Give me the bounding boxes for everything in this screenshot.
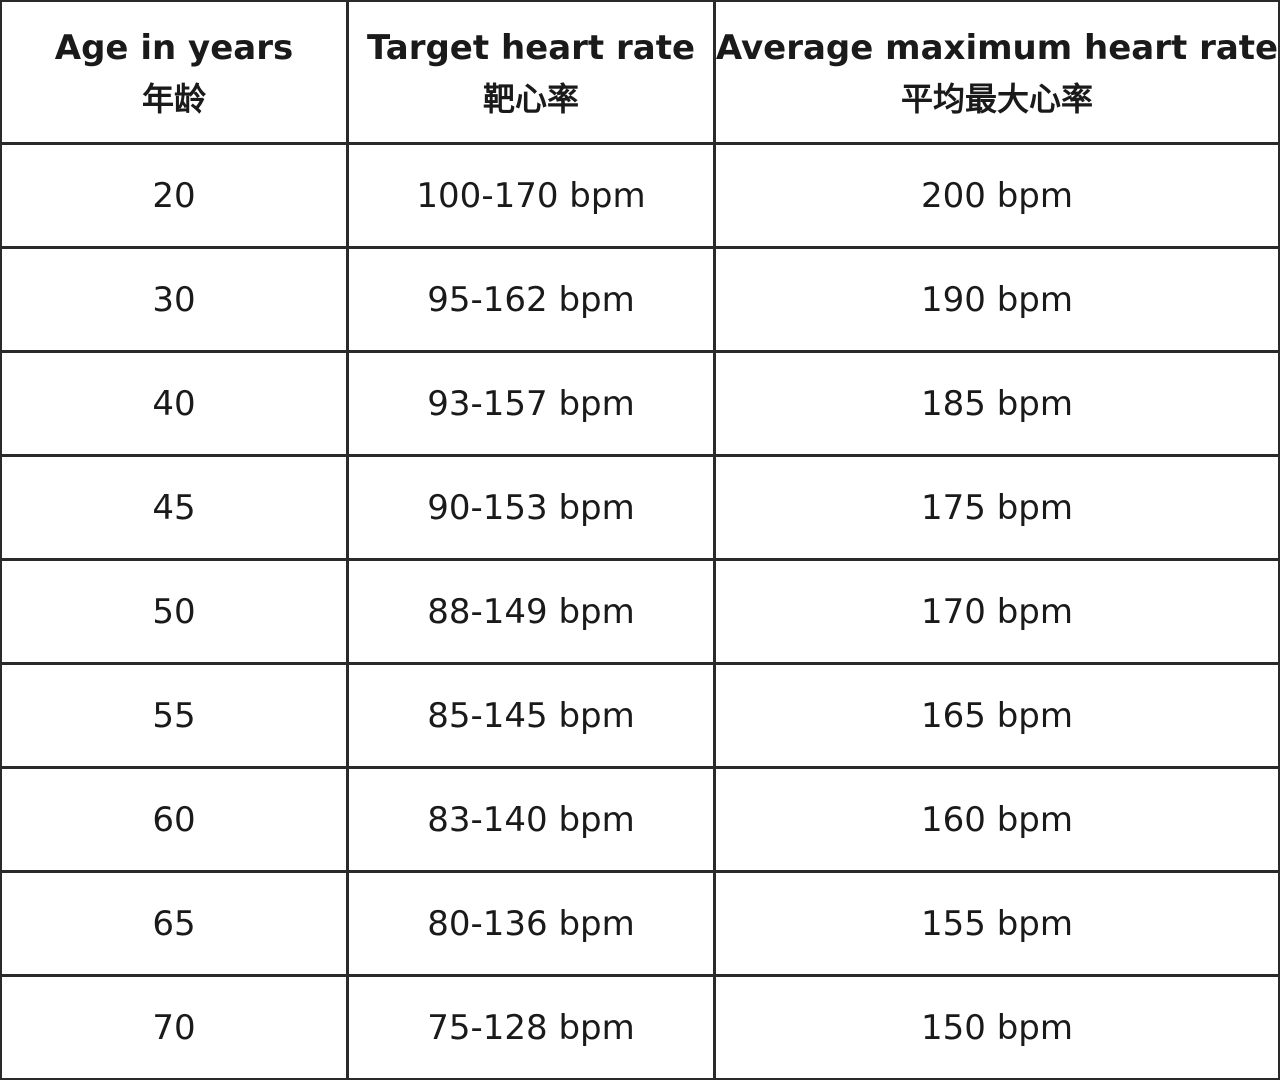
cell-text: 155 bpm <box>921 903 1073 944</box>
cell-text: 75-128 bpm <box>427 1007 635 1048</box>
header-cell: Target heart rate 靶心率 <box>349 2 713 142</box>
cell-text: 55 <box>152 695 196 736</box>
cell-text: 100-170 bpm <box>416 175 646 216</box>
column-title: Target heart rate <box>366 28 696 68</box>
table-cell: 83-140 bpm <box>349 769 713 870</box>
table-cell: 50 <box>2 561 346 662</box>
table-cell: 60 <box>2 769 346 870</box>
cell-text: 93-157 bpm <box>427 383 635 424</box>
cell-text: 170 bpm <box>921 591 1073 632</box>
table-cell: 160 bpm <box>716 769 1278 870</box>
table-cell: 100-170 bpm <box>349 145 713 246</box>
cell-text: 160 bpm <box>921 799 1073 840</box>
cell-text: 190 bpm <box>921 279 1073 320</box>
cell-text: 80-136 bpm <box>427 903 635 944</box>
cell-text: 30 <box>152 279 196 320</box>
column-title: Age in years <box>54 28 294 68</box>
cell-text: 83-140 bpm <box>427 799 635 840</box>
table-cell: 55 <box>2 665 346 766</box>
table-cell: 20 <box>2 145 346 246</box>
table-cell: 200 bpm <box>716 145 1278 246</box>
cell-text: 45 <box>152 487 196 528</box>
table-cell: 150 bpm <box>716 977 1278 1078</box>
column-subtitle: 靶心率 <box>482 80 579 118</box>
table-cell: 93-157 bpm <box>349 353 713 454</box>
header-cell: Average maximum heart rate 平均最大心率 <box>716 2 1278 142</box>
table-cell: 155 bpm <box>716 873 1278 974</box>
table-cell: 75-128 bpm <box>349 977 713 1078</box>
table-cell: 70 <box>2 977 346 1078</box>
cell-text: 95-162 bpm <box>427 279 635 320</box>
cell-text: 175 bpm <box>921 487 1073 528</box>
table-cell: 85-145 bpm <box>349 665 713 766</box>
cell-text: 65 <box>152 903 196 944</box>
table-cell: 95-162 bpm <box>349 249 713 350</box>
cell-text: 50 <box>152 591 196 632</box>
cell-text: 165 bpm <box>921 695 1073 736</box>
cell-text: 85-145 bpm <box>427 695 635 736</box>
table-cell: 170 bpm <box>716 561 1278 662</box>
table-cell: 40 <box>2 353 346 454</box>
cell-text: 150 bpm <box>921 1007 1073 1048</box>
table-cell: 45 <box>2 457 346 558</box>
cell-text: 40 <box>152 383 196 424</box>
column-subtitle: 平均最大心率 <box>900 80 1093 118</box>
table-cell: 190 bpm <box>716 249 1278 350</box>
cell-text: 70 <box>152 1007 196 1048</box>
cell-text: 185 bpm <box>921 383 1073 424</box>
table-cell: 30 <box>2 249 346 350</box>
cell-text: 20 <box>152 175 196 216</box>
table-cell: 90-153 bpm <box>349 457 713 558</box>
column-title: Average maximum heart rate <box>715 28 1279 68</box>
cell-text: 88-149 bpm <box>427 591 635 632</box>
table-cell: 175 bpm <box>716 457 1278 558</box>
cell-text: 200 bpm <box>921 175 1073 216</box>
cell-text: 60 <box>152 799 196 840</box>
column-subtitle: 年龄 <box>141 80 206 118</box>
table-cell: 88-149 bpm <box>349 561 713 662</box>
table-cell: 165 bpm <box>716 665 1278 766</box>
header-cell: Age in years 年龄 <box>2 2 346 142</box>
cell-text: 90-153 bpm <box>427 487 635 528</box>
table-cell: 80-136 bpm <box>349 873 713 974</box>
table-cell: 185 bpm <box>716 353 1278 454</box>
table-cell: 65 <box>2 873 346 974</box>
